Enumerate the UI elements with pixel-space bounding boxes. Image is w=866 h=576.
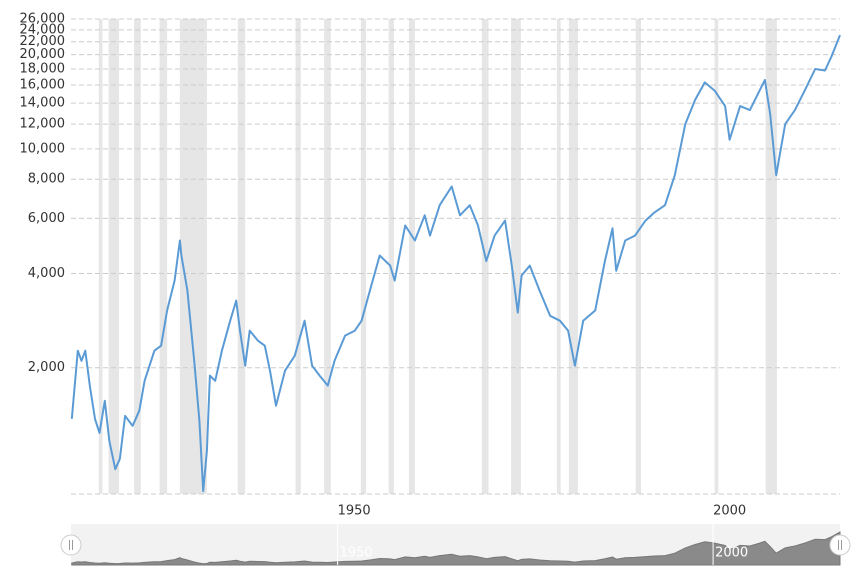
recession-band: [714, 19, 719, 494]
recession-band: [159, 19, 168, 494]
recession-band: [765, 19, 777, 494]
y-tick-label: 2,000: [28, 360, 65, 375]
recession-band: [556, 19, 561, 494]
recession-band: [295, 19, 301, 494]
recession-band: [108, 19, 120, 494]
recession-band: [568, 19, 578, 494]
y-tick-label: 24,000: [20, 22, 66, 37]
x-tick-label: 1950: [338, 504, 371, 519]
y-tick-label: 26,000: [20, 12, 66, 27]
y-tick-label: 6,000: [28, 211, 65, 226]
y-tick-label: 20,000: [20, 47, 66, 62]
navigator-handle-left[interactable]: [60, 534, 82, 556]
y-tick-label: 22,000: [20, 34, 66, 49]
recession-band: [324, 19, 331, 494]
y-tick-label: 4,000: [28, 266, 65, 281]
y-tick-label: 8,000: [28, 172, 65, 187]
y-tick-label: 14,000: [20, 96, 66, 111]
y-tick-label: 16,000: [20, 78, 66, 93]
navigator-tick-label: 1950: [340, 546, 373, 561]
recession-band: [511, 19, 521, 494]
y-tick-label: 12,000: [20, 117, 66, 132]
navigator-area: [71, 531, 841, 566]
recession-band: [635, 19, 641, 494]
recession-band: [179, 19, 207, 494]
data-line: [70, 34, 841, 493]
navigator-handle-right[interactable]: [829, 534, 851, 556]
recession-band: [98, 19, 103, 494]
x-tick-label: 2000: [713, 504, 746, 519]
y-tick-label: 18,000: [20, 61, 66, 76]
recession-band: [360, 19, 367, 494]
navigator-tick-label: 2000: [715, 546, 748, 561]
recession-band: [408, 19, 415, 494]
y-tick-label: 10,000: [20, 141, 66, 156]
recession-band: [388, 19, 394, 494]
recession-band: [134, 19, 141, 494]
recession-band: [237, 19, 246, 494]
